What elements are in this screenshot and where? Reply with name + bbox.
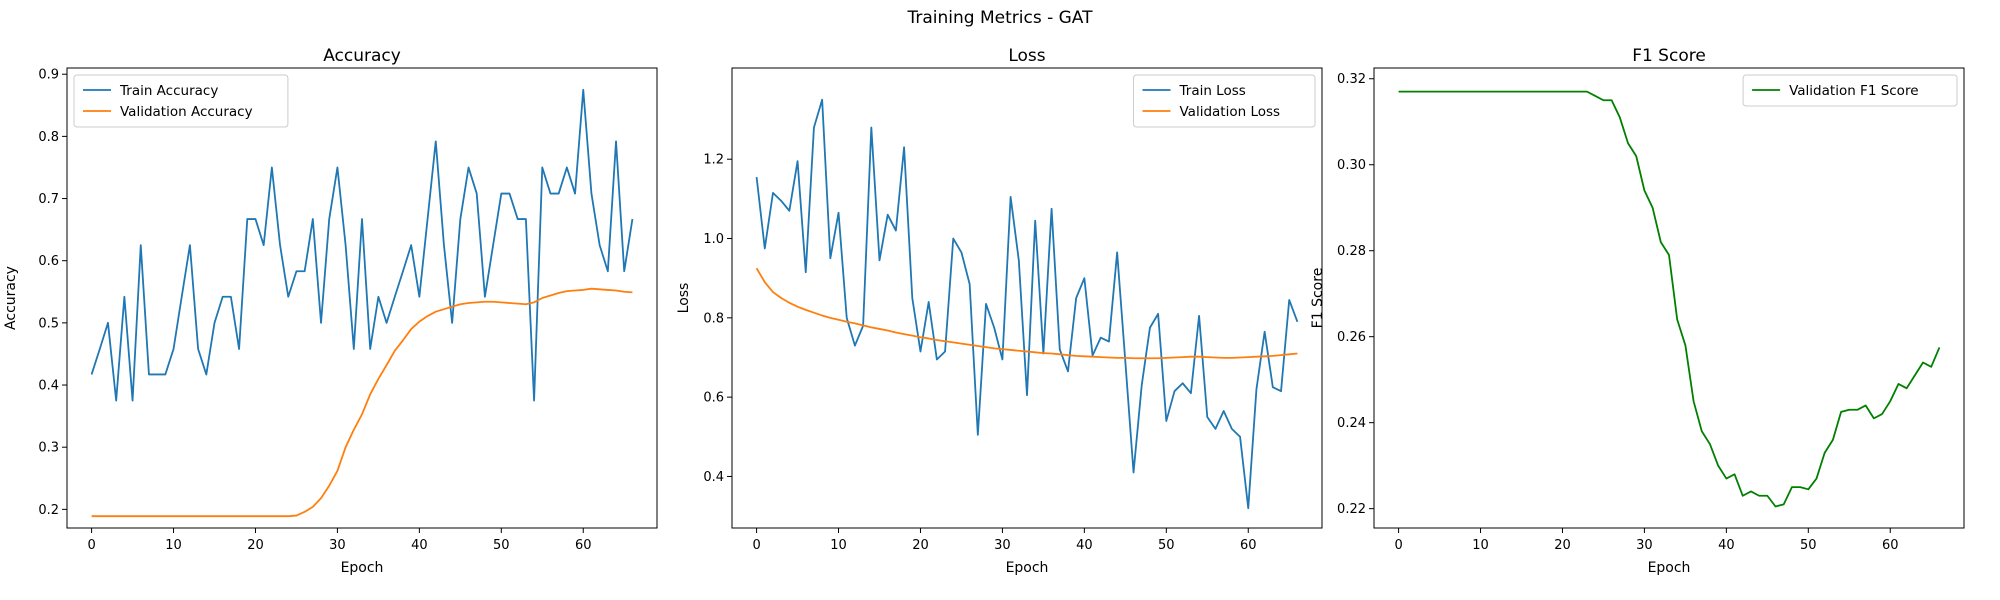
subplot-title: F1 Score	[1632, 46, 1706, 66]
x-tick-label: 60	[1882, 538, 1899, 553]
legend-label: Train Accuracy	[119, 83, 218, 99]
x-tick-label: 30	[1636, 538, 1653, 553]
x-tick-label: 20	[247, 538, 264, 553]
legend-box	[1742, 74, 1958, 107]
x-tick-label: 50	[493, 538, 510, 553]
y-tick-label: 0.32	[1337, 72, 1366, 87]
y-tick-label: 0.4	[703, 470, 724, 485]
y-tick-label: 0.5	[38, 316, 59, 331]
y-tick-label: 0.24	[1337, 416, 1366, 431]
y-tick-label: 0.8	[38, 130, 59, 145]
x-tick-label: 40	[1076, 538, 1093, 553]
x-tick-label: 50	[1158, 538, 1175, 553]
x-tick-label: 30	[994, 538, 1011, 553]
x-axis-label: Epoch	[1648, 560, 1691, 576]
y-axis-label: F1 Score	[1310, 268, 1326, 329]
x-tick-label: 60	[575, 538, 592, 553]
axes-frame	[1373, 67, 1965, 529]
x-tick-label: 10	[1472, 538, 1489, 553]
legend-label: Validation Loss	[1180, 104, 1281, 120]
series-line-validation-accuracy	[91, 287, 633, 518]
axes-frame	[731, 67, 1323, 529]
legend: Train Accuracy Validation Accuracy	[73, 74, 289, 128]
series-line-train-accuracy	[90, 88, 634, 402]
legend-box	[73, 74, 289, 128]
y-tick-label: 0.28	[1337, 244, 1366, 259]
series-line-validation-loss	[755, 267, 1298, 360]
x-tick-label: 0	[752, 538, 760, 553]
x-tick-label: 20	[912, 538, 929, 553]
y-tick-label: 0.2	[38, 503, 59, 518]
legend: Train Loss Validation Loss	[1133, 74, 1316, 128]
series-line-train-loss	[755, 98, 1299, 510]
y-tick-label: 0.6	[703, 391, 724, 406]
x-tick-label: 30	[329, 538, 346, 553]
x-tick-label: 40	[1718, 538, 1735, 553]
legend-label: Train Loss	[1179, 83, 1246, 99]
x-axis-label: Epoch	[341, 560, 384, 576]
series-line-validation-f1-score	[1398, 90, 1941, 508]
axes-frame	[66, 67, 658, 529]
legend: Validation F1 Score	[1742, 74, 1958, 107]
y-tick-label: 0.9	[38, 68, 59, 83]
x-axis-label: Epoch	[1006, 560, 1049, 576]
subplot-title: Accuracy	[323, 46, 401, 66]
figure-title: Training Metrics - GAT	[907, 8, 1093, 28]
x-tick-label: 10	[165, 538, 182, 553]
subplot-accuracy: 0 10 20 30 40 50 60 0.2 0.3 0.4 0.5 0.6 0.7 0.8 0.9 Acc…	[3, 46, 658, 576]
legend-box	[1133, 74, 1316, 128]
subplot-f1-score: 0 10 20 30 40 50 60 0.22 0.24 0.26 0.28 0.30 0.32 F1 …	[1310, 46, 1965, 576]
y-tick-label: 1.0	[703, 232, 724, 247]
y-tick-label: 0.30	[1337, 158, 1366, 173]
y-tick-label: 0.7	[38, 192, 59, 207]
y-axis-label: Loss	[676, 283, 692, 314]
legend-label: Validation F1 Score	[1789, 83, 1918, 99]
legend-label: Validation Accuracy	[120, 104, 253, 120]
subplot-loss: 0 10 20 30 40 50 60 0.4 0.6 0.8 1.0 1.2 Loss Epoch Los…	[676, 46, 1323, 576]
y-tick-label: 0.22	[1337, 502, 1366, 517]
x-tick-label: 50	[1800, 538, 1817, 553]
x-tick-label: 0	[87, 538, 95, 553]
x-tick-label: 60	[1240, 538, 1257, 553]
y-tick-label: 0.8	[703, 311, 724, 326]
y-tick-label: 1.2	[703, 153, 724, 168]
y-axis-label: Accuracy	[3, 266, 19, 330]
y-tick-label: 0.6	[38, 254, 59, 269]
x-tick-label: 10	[830, 538, 847, 553]
subplot-title: Loss	[1008, 46, 1045, 66]
x-tick-label: 40	[411, 538, 428, 553]
x-tick-label: 20	[1554, 538, 1571, 553]
y-tick-label: 0.4	[38, 379, 59, 394]
y-tick-label: 0.26	[1337, 330, 1366, 345]
y-tick-label: 0.3	[38, 441, 59, 456]
x-tick-label: 0	[1394, 538, 1402, 553]
